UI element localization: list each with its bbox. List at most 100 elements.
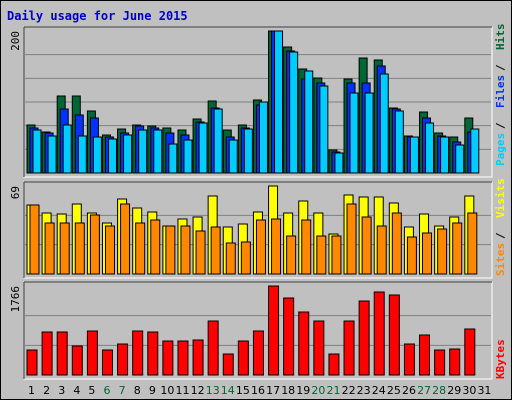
bar-sites-day-11: [180, 225, 191, 275]
bar-kbytes-day-15: [237, 340, 249, 376]
bar-pages-day-22: [349, 92, 359, 174]
x-tick-label-day-31: 31: [477, 384, 491, 397]
bar-pages-day-26: [409, 136, 419, 174]
bar-sites-day-24: [376, 225, 387, 275]
bar-kbytes-day-29: [449, 348, 461, 376]
bar-sites-day-30: [467, 212, 478, 275]
bar-pages-day-28: [440, 136, 450, 174]
bar-sites-day-5: [89, 214, 100, 275]
bar-sites-day-27: [422, 232, 433, 275]
bar-kbytes-day-10: [162, 340, 174, 376]
bar-pages-day-16: [258, 101, 268, 174]
bar-sites-day-3: [59, 222, 70, 275]
bar-kbytes-day-12: [192, 339, 204, 376]
x-tick-label-day-29: 29: [447, 384, 461, 397]
legend-hits: Hits: [494, 24, 507, 51]
bar-pages-day-21: [334, 152, 344, 174]
y-max-label: 69: [9, 186, 22, 199]
bar-sites-day-26: [406, 236, 417, 275]
bar-sites-day-20: [316, 235, 327, 275]
bar-sites-day-13: [210, 226, 221, 275]
bar-pages-day-3: [62, 124, 72, 174]
bar-pages-day-27: [425, 122, 435, 174]
bar-sites-day-25: [391, 212, 402, 275]
legend-visits: Visits: [494, 178, 507, 218]
bar-pages-day-13: [213, 108, 223, 174]
bar-kbytes-day-28: [434, 349, 446, 376]
x-tick-label-day-10: 10: [160, 384, 174, 397]
bar-kbytes-day-4: [71, 345, 83, 376]
bar-sites-day-9: [150, 219, 161, 275]
bar-pages-day-7: [123, 134, 133, 174]
bar-kbytes-day-8: [132, 330, 144, 376]
x-tick-label-day-28: 28: [432, 384, 446, 397]
bar-kbytes-day-22: [343, 320, 355, 376]
x-tick-label-day-21: 21: [326, 384, 340, 397]
bar-sites-day-1: [29, 204, 40, 275]
bar-kbytes-day-2: [41, 331, 53, 376]
x-tick-label-day-16: 16: [251, 384, 265, 397]
x-tick-label-day-11: 11: [176, 384, 190, 397]
x-tick-label-day-6: 6: [104, 384, 111, 397]
legend-kbytes: KBytes: [494, 339, 507, 379]
x-tick-label-day-1: 1: [28, 384, 35, 397]
x-tick-label-day-25: 25: [387, 384, 401, 397]
x-tick-label-day-13: 13: [206, 384, 220, 397]
x-tick-label-day-26: 26: [402, 384, 416, 397]
x-tick-label-day-19: 19: [296, 384, 310, 397]
bar-pages-day-25: [394, 110, 404, 174]
bar-pages-day-24: [379, 73, 389, 174]
bar-kbytes-day-30: [464, 328, 476, 376]
bar-sites-day-10: [165, 225, 176, 275]
bar-kbytes-day-19: [298, 311, 310, 376]
bar-pages-day-29: [455, 144, 465, 174]
x-tick-label-day-30: 30: [462, 384, 476, 397]
legend-sites: Sites: [494, 243, 507, 276]
x-tick-label-day-15: 15: [236, 384, 250, 397]
bar-sites-day-18: [286, 235, 297, 275]
bar-kbytes-day-24: [373, 291, 385, 376]
bar-pages-day-15: [243, 128, 253, 174]
bar-pages-day-18: [289, 51, 299, 174]
bar-pages-day-10: [168, 143, 178, 174]
legend-separator: /: [494, 122, 507, 129]
bar-sites-day-12: [195, 230, 206, 275]
bar-sites-day-15: [240, 241, 251, 275]
legend-files: Files: [494, 75, 507, 108]
bar-kbytes-day-9: [147, 331, 159, 376]
bar-pages-day-9: [153, 129, 163, 174]
bar-pages-day-30: [470, 128, 480, 174]
x-tick-label-day-7: 7: [119, 384, 126, 397]
x-tick-label-day-9: 9: [149, 384, 156, 397]
legend-separator: /: [494, 64, 507, 71]
bar-pages-day-5: [92, 136, 102, 174]
y-max-label: 200: [9, 31, 22, 51]
bar-pages-day-23: [364, 92, 374, 174]
x-tick-label-day-27: 27: [417, 384, 431, 397]
bar-sites-day-4: [74, 222, 85, 275]
x-tick-label-day-20: 20: [311, 384, 325, 397]
bar-pages-day-20: [319, 85, 329, 174]
bar-pages-day-14: [228, 139, 238, 174]
x-tick-label-day-18: 18: [281, 384, 295, 397]
bar-kbytes-day-25: [388, 294, 400, 376]
bar-kbytes-day-7: [117, 343, 129, 376]
x-tick-label-day-24: 24: [372, 384, 386, 397]
bar-sites-day-8: [135, 222, 146, 275]
bar-pages-day-6: [107, 138, 117, 174]
x-tick-label-day-22: 22: [342, 384, 356, 397]
bar-kbytes-day-20: [313, 320, 325, 376]
x-tick-label-day-14: 14: [221, 384, 235, 397]
x-tick-label-day-23: 23: [357, 384, 371, 397]
bar-sites-day-17: [271, 218, 282, 275]
bar-sites-day-28: [437, 228, 448, 275]
x-tick-label-day-5: 5: [88, 384, 95, 397]
bar-kbytes-day-14: [222, 353, 234, 376]
x-tick-label-day-4: 4: [73, 384, 80, 397]
bar-kbytes-day-26: [403, 343, 415, 376]
bar-pages-day-11: [183, 139, 193, 174]
bar-kbytes-day-13: [207, 320, 219, 376]
bar-pages-day-4: [77, 135, 87, 174]
